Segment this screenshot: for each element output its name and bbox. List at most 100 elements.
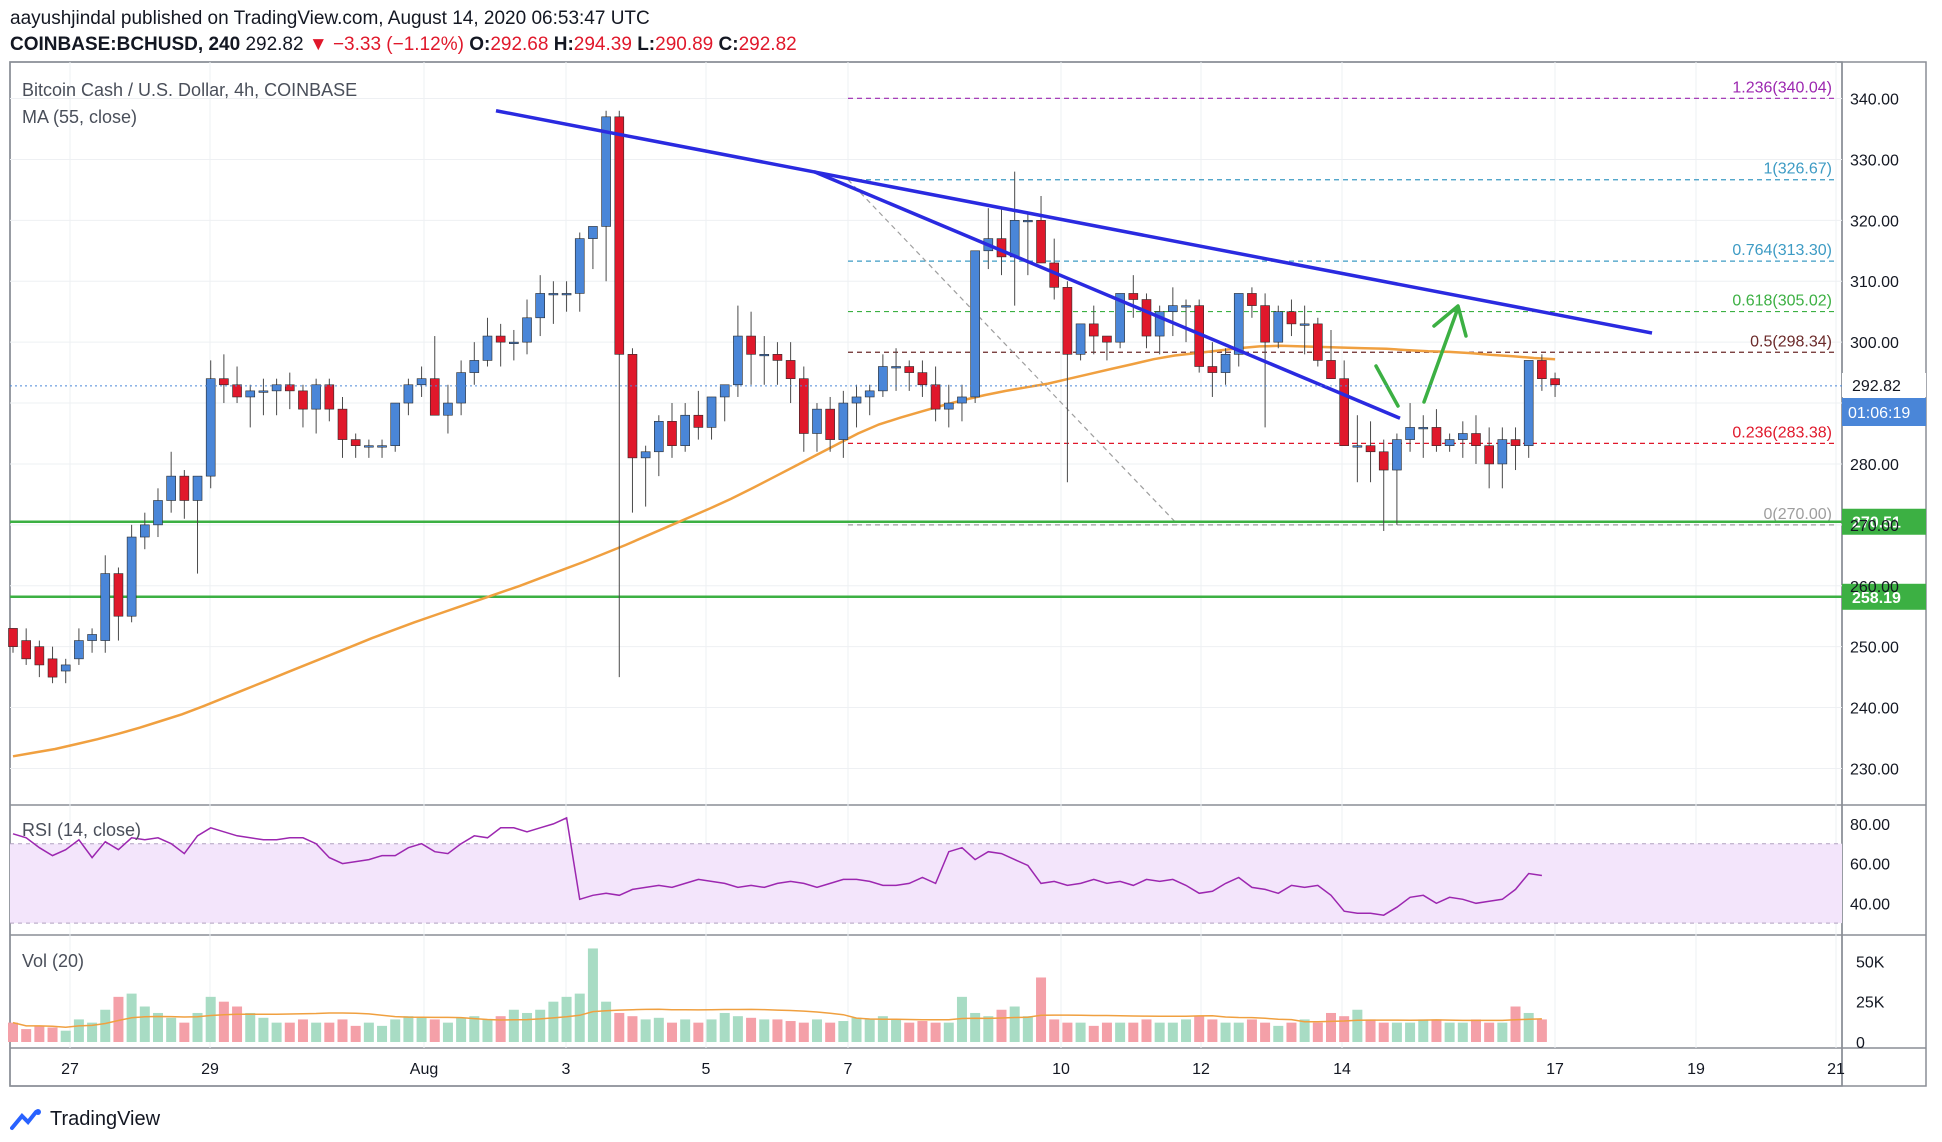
volume-bars xyxy=(8,948,1547,1042)
candle-body-19 xyxy=(258,390,269,393)
candle-body-15 xyxy=(205,378,216,477)
candle-body-12 xyxy=(166,475,176,501)
price-change: −3.33 (−1.12%) xyxy=(332,34,464,55)
volume-bar-6 xyxy=(87,1022,98,1042)
candle-body-77 xyxy=(1023,220,1033,223)
candle-body-35 xyxy=(469,360,480,373)
volume-bar-93 xyxy=(1233,1022,1244,1042)
price-tick-11: 340.00 xyxy=(1850,92,1899,109)
candle-body-59 xyxy=(785,360,796,379)
publish-line: aayushjindal published on TradingView.co… xyxy=(10,8,650,30)
candle-body-71 xyxy=(943,402,954,410)
candle-body-62 xyxy=(825,408,835,440)
candle-body-56 xyxy=(746,335,756,355)
candle-body-48 xyxy=(640,451,651,459)
tradingview-logo-icon[interactable] xyxy=(10,1108,44,1134)
price-tick-2: 250.00 xyxy=(1850,640,1899,657)
volume-bar-115 xyxy=(1523,1012,1534,1042)
candle-body-110 xyxy=(1458,433,1468,440)
price-tags: 292.82 01:06:19 xyxy=(1842,373,1926,426)
candle-body-27 xyxy=(364,445,374,448)
volume-bar-33 xyxy=(442,1022,453,1042)
low-label: L: xyxy=(637,34,656,55)
volume-bar-47 xyxy=(627,1016,638,1042)
support-lines[interactable]: 270.51 258.19 xyxy=(10,508,1926,610)
candle-body-23 xyxy=(311,384,321,410)
volume-bar-64 xyxy=(851,1017,862,1042)
candle-body-44 xyxy=(588,226,598,239)
candle-body-65 xyxy=(864,390,875,398)
fibonacci-retracement[interactable]: 1.236(340.04) 1(326.67) 0.764(313.30) 0.618… xyxy=(847,79,1836,526)
volume-bar-41 xyxy=(548,1001,559,1042)
volume-bar-65 xyxy=(864,1019,875,1042)
volume-bar-94 xyxy=(1246,1019,1257,1042)
time-tick-10: 19 xyxy=(1687,1061,1705,1078)
volume-bar-40 xyxy=(535,1009,546,1042)
volume-bar-13 xyxy=(179,1022,190,1042)
volume-bar-23 xyxy=(311,1022,322,1042)
volume-bar-101 xyxy=(1339,1016,1350,1042)
tradingview-brand[interactable]: TradingView xyxy=(50,1108,161,1130)
volume-bar-16 xyxy=(218,1001,229,1042)
vol-title: Vol (20) xyxy=(22,951,84,971)
symbol-label[interactable]: COINBASE:BCHUSD, 240 xyxy=(10,34,241,55)
volume-bar-92 xyxy=(1220,1022,1231,1042)
volume-bar-22 xyxy=(297,1019,308,1042)
volume-bar-79 xyxy=(1049,1019,1060,1042)
volume-bar-8 xyxy=(113,996,124,1042)
volume-bar-30 xyxy=(403,1016,414,1042)
candle-body-117 xyxy=(1550,378,1560,386)
volume-bar-57 xyxy=(759,1019,770,1042)
volume-bar-31 xyxy=(416,1017,427,1042)
vol-tick-0: 0 xyxy=(1856,1035,1865,1052)
candle-body-85 xyxy=(1128,293,1139,300)
volume-bar-24 xyxy=(324,1022,335,1042)
candle-body-14 xyxy=(192,475,203,501)
price-tick-3: 260.00 xyxy=(1850,579,1899,596)
time-tick-11: 21 xyxy=(1827,1061,1845,1078)
volume-bar-110 xyxy=(1457,1022,1468,1042)
support-tag-bg-0 xyxy=(1842,508,1926,535)
candle-body-64 xyxy=(851,396,862,404)
down-triangle-icon: ▼ xyxy=(308,34,328,55)
countdown-tag-bg xyxy=(1842,398,1926,426)
volume-bar-91 xyxy=(1207,1019,1218,1042)
volume-bar-81 xyxy=(1075,1022,1086,1042)
candle-body-109 xyxy=(1444,439,1455,446)
chart-canvas[interactable]: 1.236(340.04) 1(326.67) 0.764(313.30) 0.618… xyxy=(0,0,1942,1100)
candle-body-116 xyxy=(1537,360,1547,379)
volume-bar-76 xyxy=(1009,1006,1020,1042)
candle-body-26 xyxy=(350,439,361,446)
candle-body-42 xyxy=(561,293,572,296)
volume-bar-96 xyxy=(1273,1025,1284,1042)
candle-body-86 xyxy=(1141,299,1152,337)
candle-body-31 xyxy=(416,378,427,386)
low-value: 290.89 xyxy=(655,34,714,55)
price-axis[interactable]: 230.00240.00250.00260.00270.00280.00290.… xyxy=(1850,92,1899,1052)
candle-body-33 xyxy=(443,402,453,416)
trend-lines[interactable] xyxy=(10,109,1842,420)
volume-bar-74 xyxy=(983,1016,994,1042)
volume-bar-51 xyxy=(680,1019,691,1042)
arrow-up-icon xyxy=(1422,304,1468,404)
volume-bar-46 xyxy=(614,1012,625,1042)
candle-body-107 xyxy=(1418,427,1429,430)
candle-body-103 xyxy=(1365,445,1376,453)
candle-body-39 xyxy=(522,317,532,343)
volume-bar-7 xyxy=(100,1009,111,1042)
candles xyxy=(8,110,1560,684)
open-value: 292.68 xyxy=(490,34,549,55)
volume-bar-77 xyxy=(1022,1016,1033,1042)
candle-body-58 xyxy=(772,354,783,361)
candle-body-22 xyxy=(298,390,308,410)
volume-bar-68 xyxy=(904,1022,915,1042)
candle-body-34 xyxy=(456,372,466,404)
author-name[interactable]: aayushjindal xyxy=(10,8,116,29)
publish-info: published on TradingView.com, August 14,… xyxy=(120,8,650,29)
rsi-tick-2: 80.00 xyxy=(1850,817,1890,834)
fib-label-1: 1(326.67) xyxy=(1764,161,1833,178)
time-axis[interactable]: 27 29 Aug 3 5 7 10 12 14 17 19 21 xyxy=(61,1061,1845,1078)
time-tick-7: 12 xyxy=(1192,1061,1210,1078)
volume-bar-56 xyxy=(746,1017,757,1042)
volume-bar-60 xyxy=(798,1022,809,1042)
